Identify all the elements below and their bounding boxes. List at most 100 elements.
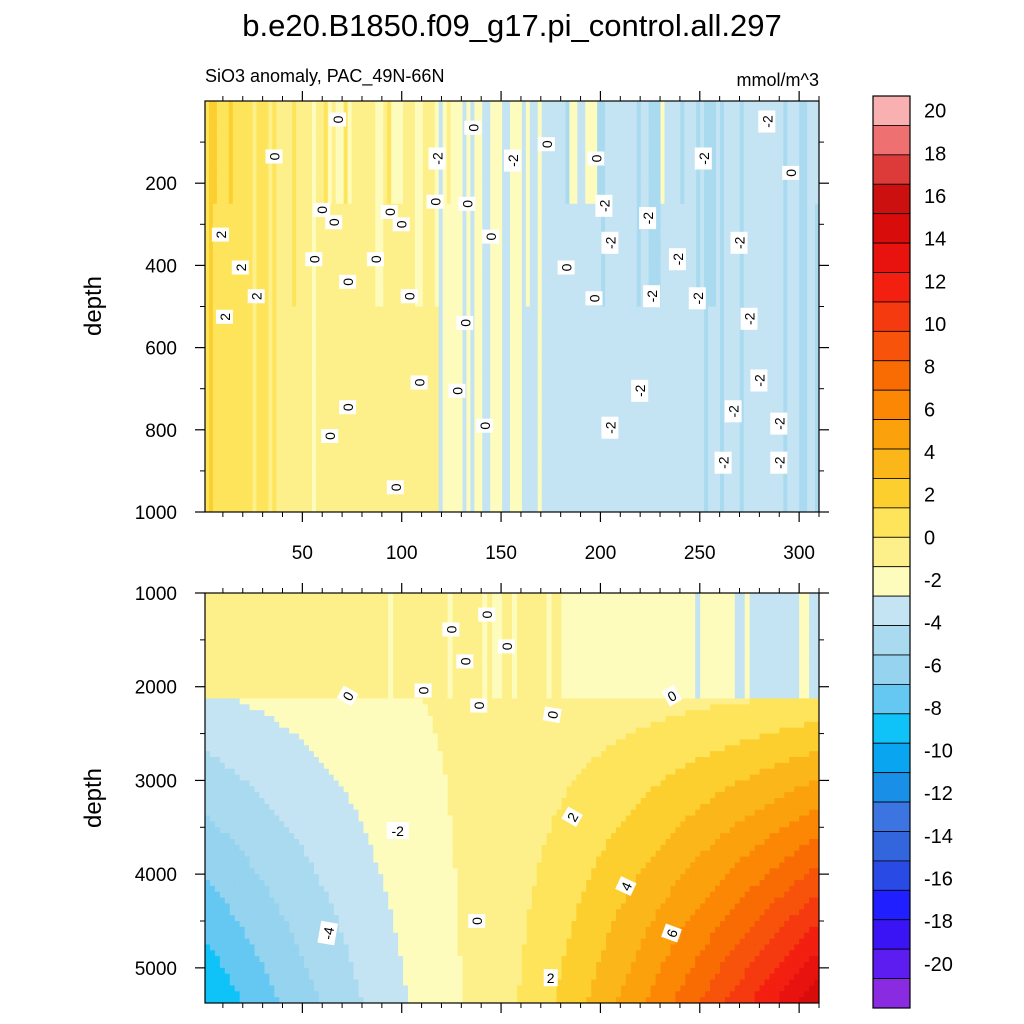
field-cell [272,121,277,129]
field-cell [462,155,468,164]
field-cell [506,320,511,328]
field-cell [367,231,372,239]
field-cell [280,121,285,129]
field-cell [304,135,309,143]
field-cell [418,464,424,472]
field-cell [478,381,483,390]
field-cell [506,121,511,129]
field-cell [363,196,369,205]
field-cell [284,155,289,164]
field-cell [268,327,273,335]
field-cell [359,306,365,314]
field-cell [212,176,218,184]
field-cell [422,306,428,314]
field-cell [426,231,432,239]
field-cell [438,107,444,116]
field-cell [521,142,527,150]
field-cell [288,388,293,397]
field-cell [296,505,301,512]
field-cell [529,395,535,403]
field-cell [430,258,436,266]
field-cell [506,203,511,212]
field-cell [395,505,400,512]
field-cell [510,368,515,376]
field-cell [407,272,412,280]
field-cell [347,443,353,451]
field-cell [458,285,464,294]
field-cell [240,107,246,116]
field-cell [359,422,365,431]
field-cell [347,203,353,212]
field-cell [288,121,293,129]
field-cell [395,436,400,445]
field-cell [395,155,400,164]
field-cell [399,176,404,184]
field-cell [363,498,369,506]
field-cell [220,368,226,376]
field-cell [502,101,507,109]
field-cell [216,128,222,136]
field-cell [355,238,361,246]
field-cell [529,402,535,410]
field-cell [288,368,293,376]
field-cell [359,142,365,150]
field-cell [403,258,408,266]
field-cell [434,114,440,123]
field-cell [276,190,281,198]
field-cell [335,148,341,157]
field-cell [280,101,285,109]
field-cell [331,176,337,184]
field-cell [205,368,210,376]
field-cell [502,416,507,424]
field-cell [208,244,214,253]
field-cell [502,231,507,239]
field-cell [446,457,452,465]
field-cell [319,285,325,294]
field-cell [268,422,273,431]
field-cell [264,128,269,136]
field-cell [462,409,468,417]
field-cell [311,477,317,486]
field-cell [494,210,499,219]
field-cell [502,484,507,493]
field-cell [304,176,309,184]
field-cell [244,381,250,390]
field-cell [212,272,218,280]
field-cell [323,361,329,369]
field-cell [240,169,246,177]
field-cell [407,491,412,499]
field-cell [395,368,400,376]
field-cell [232,395,238,403]
field-cell [391,333,396,342]
field-cell [296,142,301,150]
field-cell [300,464,305,472]
field-cell [529,340,535,349]
field-cell [232,347,238,356]
field-cell [205,470,210,479]
field-cell [284,162,289,171]
field-cell [399,443,404,451]
field-cell [506,299,511,308]
field-cell [506,176,511,184]
field-cell [208,128,214,136]
field-cell [319,505,325,512]
field-cell [315,491,321,499]
field-cell [403,101,408,109]
field-cell [502,114,507,123]
field-cell [276,279,281,287]
field-cell [498,224,503,232]
field-cell [486,409,491,417]
field-cell [450,457,456,465]
field-cell [292,402,297,410]
field-cell [474,210,479,219]
field-cell [212,450,218,458]
field-cell [375,375,380,383]
field-cell [359,443,365,451]
field-cell [351,231,357,239]
field-cell [375,368,380,376]
field-cell [403,313,408,321]
field-cell [430,388,436,397]
field-cell [331,395,337,403]
field-cell [513,196,519,205]
field-cell [494,217,499,225]
